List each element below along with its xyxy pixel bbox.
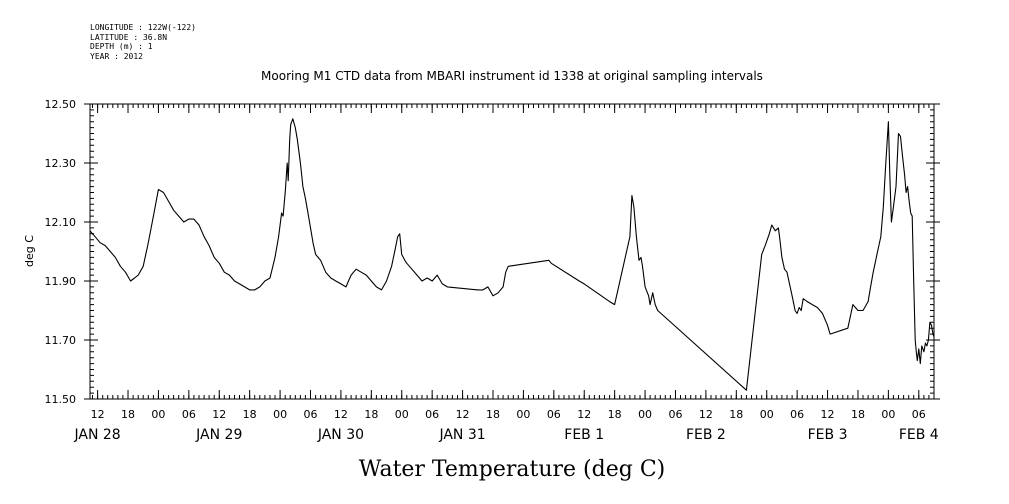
x-day-label: FEB 2 <box>686 427 726 443</box>
x-hour-label: 06 <box>790 408 804 421</box>
x-hour-label: 00 <box>881 408 895 421</box>
minor-tick-marks <box>90 103 935 400</box>
y-tick-label: 12.10 <box>45 216 77 229</box>
x-hour-label: 00 <box>516 408 530 421</box>
x-hour-label: 00 <box>273 408 287 421</box>
x-day-label: JAN 29 <box>195 427 242 443</box>
x-hour-label: 00 <box>395 408 409 421</box>
x-axis-label: Water Temperature (deg C) <box>359 457 666 482</box>
x-hour-label: 06 <box>668 408 682 421</box>
x-hour-label: 18 <box>243 408 257 421</box>
x-day-label: JAN 28 <box>74 427 121 443</box>
x-hour-label: 06 <box>547 408 561 421</box>
x-hour-label: 12 <box>334 408 348 421</box>
header-line-latitude: LATITUDE : 36.8N <box>90 33 167 42</box>
x-hour-label: 12 <box>456 408 470 421</box>
series-group <box>89 118 935 391</box>
temperature-series-line <box>89 118 935 391</box>
x-hour-label: 18 <box>121 408 135 421</box>
x-hour-label: 18 <box>851 408 865 421</box>
x-hour-label: 00 <box>151 408 165 421</box>
y-tick-label: 12.30 <box>45 157 77 170</box>
minor-ticks <box>90 103 935 400</box>
header-line-year: YEAR : 2012 <box>90 52 143 61</box>
x-hour-label: 12 <box>212 408 226 421</box>
y-axis-ticks: 11.50 11.70 11.90 12.10 12.30 12.50 <box>45 98 940 406</box>
x-day-label: JAN 30 <box>317 427 364 443</box>
x-hour-label: 06 <box>425 408 439 421</box>
x-hour-label: 18 <box>729 408 743 421</box>
x-day-label: FEB 3 <box>808 427 848 443</box>
x-hour-label: 00 <box>638 408 652 421</box>
x-hour-label: 12 <box>699 408 713 421</box>
x-axis-ticks: 12 18 00 06 12 18 00 06 12 18 00 06 12 18 00 06 12 18 00 06… <box>74 104 939 443</box>
header-line-depth: DEPTH (m) : 1 <box>90 42 153 51</box>
y-tick-label: 11.70 <box>45 334 77 347</box>
x-hour-label: 12 <box>821 408 835 421</box>
plot-frame <box>89 103 935 400</box>
x-day-label: JAN 31 <box>438 427 485 443</box>
header-line-longitude: LONGITUDE : 122W(-122) <box>90 23 196 32</box>
location-header: LONGITUDE : 122W(-122) LATITUDE : 36.8N … <box>90 23 196 61</box>
chart-title: Mooring M1 CTD data from MBARI instrumen… <box>261 69 763 83</box>
x-hour-label: 00 <box>760 408 774 421</box>
x-hour-label: 18 <box>364 408 378 421</box>
y-tick-label: 12.50 <box>45 98 77 111</box>
x-day-label: FEB 1 <box>564 427 604 443</box>
y-tick-label: 11.90 <box>45 275 77 288</box>
x-hour-label: 12 <box>577 408 591 421</box>
x-hour-label: 06 <box>182 408 196 421</box>
x-hour-label: 18 <box>486 408 500 421</box>
y-axis-label: deg C <box>23 235 36 267</box>
y-tick-label: 11.50 <box>45 393 77 406</box>
x-hour-label: 12 <box>91 408 105 421</box>
x-hour-label: 06 <box>304 408 318 421</box>
x-hour-label: 18 <box>608 408 622 421</box>
x-hour-label: 06 <box>912 408 926 421</box>
x-day-label: FEB 4 <box>899 427 939 443</box>
